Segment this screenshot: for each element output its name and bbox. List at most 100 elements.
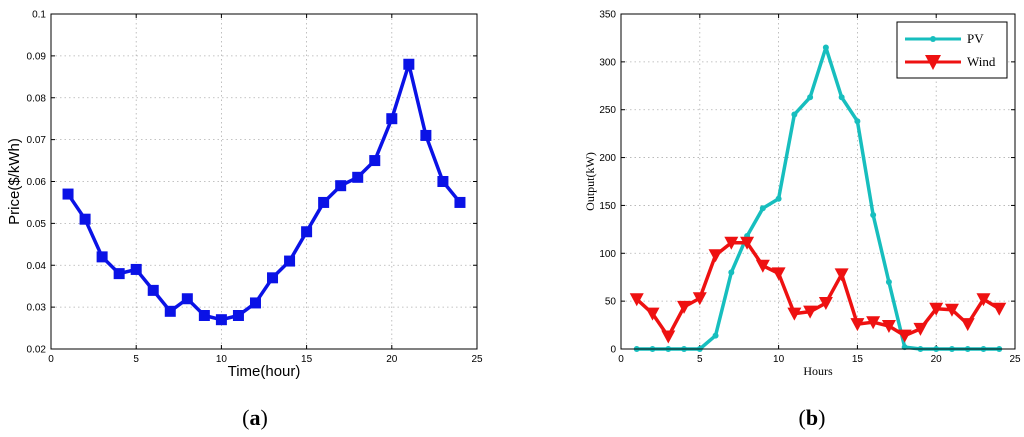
chart-a-frame — [50, 13, 478, 350]
y-tick-label: 300 — [599, 57, 616, 68]
data-point-price — [454, 196, 466, 208]
data-point-wind — [629, 293, 644, 307]
data-point-price — [352, 171, 364, 183]
chart-a-x-axis-label: Time(hour) — [228, 363, 301, 380]
data-point-pv — [838, 94, 845, 101]
y-tick-label: 0.06 — [27, 177, 47, 188]
y-tick-label: 0.1 — [32, 10, 46, 21]
x-tick-label: 10 — [216, 354, 228, 365]
data-point-price — [113, 268, 125, 280]
data-point-price — [403, 58, 415, 70]
data-point-wind — [708, 249, 723, 263]
data-point-wind — [992, 302, 1007, 316]
chart-b-frame — [620, 13, 1016, 350]
data-point-wind — [677, 300, 692, 314]
y-tick-label: 0.03 — [27, 303, 47, 314]
data-point-wind — [740, 236, 755, 250]
data-point-price — [284, 255, 296, 267]
chart-b-series — [629, 44, 1007, 352]
x-tick-label: 20 — [386, 354, 398, 365]
x-tick-label: 15 — [852, 354, 864, 365]
data-point-pv — [807, 94, 814, 101]
y-tick-label: 0 — [610, 345, 616, 356]
data-point-price — [215, 314, 227, 326]
legend-wind-marker — [925, 55, 941, 70]
series-line-wind — [635, 241, 1001, 339]
data-point-price — [79, 213, 91, 225]
data-point-pv — [885, 279, 892, 285]
chart-b-legend-box — [896, 21, 1008, 79]
chart-a-y-axis-label: Price($/kWh) — [6, 138, 23, 225]
chart-b-y-axis-label: Output(kW) — [583, 152, 597, 211]
y-tick-label: 250 — [599, 105, 616, 116]
data-point-price — [267, 272, 279, 284]
data-point-wind — [755, 259, 770, 273]
x-tick-label: 25 — [1009, 354, 1021, 365]
y-tick-label: 0.05 — [27, 219, 47, 230]
x-tick-label: 5 — [697, 354, 703, 365]
data-point-wind — [645, 307, 660, 321]
data-point-wind — [944, 303, 959, 317]
chart-a: 0.02 0.03 0.04 0.05 0.06 0.07 0.08 0.09 0.1 0 5 10… — [6, 10, 483, 431]
legend-pv-marker — [930, 36, 936, 42]
chart-a-y-ticks: 0.02 0.03 0.04 0.05 0.06 0.07 0.08 0.09 0.1 — [27, 10, 477, 356]
data-point-wind — [960, 318, 975, 332]
data-point-wind — [976, 293, 991, 307]
chart-a-series — [62, 58, 466, 326]
data-point-price — [181, 293, 193, 305]
chart-b: 0 50 100 150 200 250 300 350 0 5 10 15 20 25 Hours O… — [583, 10, 1021, 431]
data-point-price — [130, 263, 142, 275]
y-tick-label: 150 — [599, 201, 616, 212]
data-point-pv — [870, 212, 877, 218]
data-point-pv — [728, 269, 735, 276]
data-point-wind — [818, 297, 833, 311]
y-tick-label: 350 — [599, 10, 616, 21]
chart-b-x-axis-label: Hours — [803, 364, 833, 378]
data-point-price — [62, 188, 74, 200]
data-point-pv — [712, 332, 719, 339]
x-tick-label: 25 — [471, 354, 483, 365]
legend-pv-label: PV — [967, 31, 984, 46]
data-point-wind — [692, 292, 707, 306]
series-line-price — [66, 62, 462, 322]
data-point-price — [437, 176, 449, 187]
y-tick-label: 0.09 — [27, 51, 47, 62]
y-tick-label: 100 — [599, 249, 616, 260]
data-point-price — [301, 226, 313, 238]
y-tick-label: 200 — [599, 153, 616, 164]
data-point-price — [198, 310, 210, 321]
data-point-pv — [854, 118, 861, 125]
data-point-wind — [897, 329, 912, 343]
data-point-pv — [759, 205, 766, 212]
chart-b-caption: (b) — [799, 405, 826, 430]
x-tick-label: 0 — [618, 354, 624, 365]
data-point-wind — [866, 316, 881, 330]
data-point-price — [335, 180, 347, 192]
data-point-wind — [803, 305, 818, 319]
data-point-price — [386, 113, 398, 125]
data-point-pv — [775, 195, 782, 202]
data-point-price — [96, 251, 108, 263]
legend-wind-label: Wind — [967, 54, 996, 69]
data-point-price — [232, 310, 244, 321]
chart-b-caption-letter: b — [806, 405, 818, 430]
data-point-price — [369, 155, 381, 167]
data-point-wind — [771, 267, 786, 281]
data-point-price — [164, 305, 176, 317]
data-point-pv — [791, 111, 798, 118]
x-tick-label: 15 — [301, 354, 313, 365]
x-tick-label: 20 — [931, 354, 943, 365]
y-tick-label: 0.07 — [27, 135, 47, 146]
data-point-price — [318, 196, 330, 208]
x-tick-label: 10 — [773, 354, 785, 365]
data-point-wind — [661, 330, 676, 344]
x-tick-label: 5 — [133, 354, 139, 365]
chart-a-x-ticks: 0 5 10 15 20 25 — [48, 14, 483, 365]
y-tick-label: 0.04 — [27, 261, 47, 272]
data-point-price — [249, 297, 261, 309]
data-point-wind — [787, 307, 802, 321]
data-point-price — [147, 284, 159, 296]
y-tick-label: 0.02 — [27, 345, 47, 356]
data-point-wind — [724, 236, 739, 250]
legend-item-pv: PV — [905, 31, 984, 46]
